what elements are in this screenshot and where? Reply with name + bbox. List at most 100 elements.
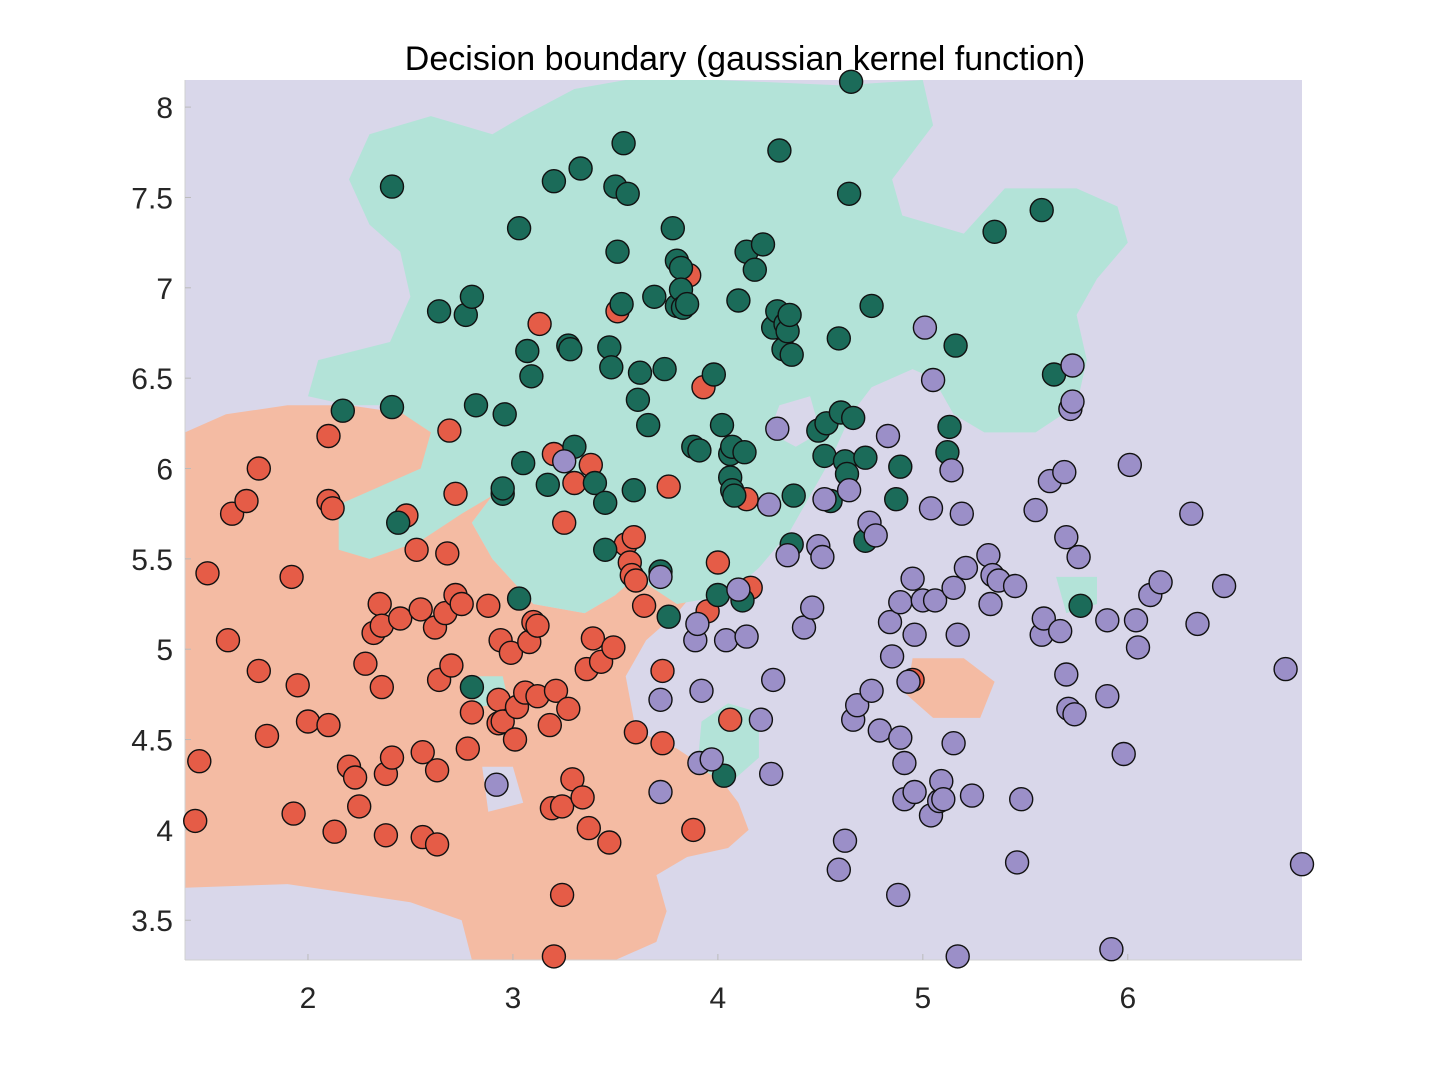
y-tick-label: 4.5 [131, 725, 173, 758]
point-class-3 [756, 492, 782, 517]
point-class-1 [621, 525, 646, 550]
x-tick-label: 5 [914, 982, 931, 1015]
point-class-3 [1047, 618, 1073, 644]
point-class-2 [668, 255, 694, 281]
point-class-1 [195, 561, 220, 586]
point-class-2 [558, 337, 583, 362]
point-class-3 [1009, 787, 1034, 812]
point-class-2 [625, 387, 651, 412]
point-class-2 [660, 215, 685, 241]
point-class-3 [945, 622, 970, 647]
point-class-2 [777, 302, 802, 328]
point-class-1 [322, 819, 347, 844]
point-class-1 [347, 794, 372, 819]
point-class-3 [1148, 570, 1173, 595]
point-class-2 [511, 450, 536, 476]
point-class-1 [424, 832, 450, 857]
point-class-3 [759, 761, 784, 787]
point-class-1 [541, 944, 567, 969]
point-class-2 [1068, 593, 1093, 618]
point-class-1 [316, 423, 341, 449]
point-class-2 [611, 130, 636, 156]
point-class-2 [750, 232, 776, 257]
point-class-1 [437, 418, 462, 443]
point-class-2 [386, 510, 411, 535]
point-class-1 [705, 550, 731, 575]
point-class-2 [379, 174, 405, 199]
x-tick-label: 3 [505, 982, 522, 1015]
point-class-3 [888, 725, 913, 750]
point-class-2 [459, 284, 485, 309]
point-class-3 [552, 449, 577, 474]
point-class-2 [687, 438, 712, 463]
point-class-1 [320, 496, 345, 521]
point-class-1 [187, 749, 212, 774]
point-class-2 [515, 338, 540, 364]
point-class-2 [492, 402, 517, 427]
point-class-1 [718, 707, 743, 732]
point-class-3 [836, 478, 862, 503]
point-class-3 [1052, 459, 1077, 485]
point-class-1 [367, 591, 392, 617]
plot-area [185, 80, 1302, 960]
point-class-3 [900, 566, 925, 591]
point-class-2 [732, 440, 757, 465]
point-class-3 [922, 588, 948, 613]
y-tick-label: 3.5 [131, 905, 173, 938]
point-class-2 [506, 215, 532, 241]
point-class-2 [593, 537, 618, 562]
point-class-3 [875, 423, 901, 449]
point-class-3 [1002, 573, 1028, 599]
point-class-3 [976, 543, 1001, 568]
point-class-3 [902, 779, 927, 805]
point-class-1 [443, 481, 468, 506]
point-class-1 [408, 597, 433, 622]
y-tick-label: 5 [156, 634, 173, 667]
point-class-1 [498, 640, 524, 665]
point-class-2 [767, 138, 792, 163]
point-class-3 [761, 667, 786, 693]
point-class-1 [650, 658, 675, 684]
point-class-1 [369, 674, 394, 700]
point-class-1 [623, 568, 649, 593]
point-class-2 [519, 364, 544, 389]
point-class-2 [982, 219, 1007, 245]
point-class-3 [1185, 611, 1210, 637]
x-tick-label: 4 [710, 982, 727, 1015]
point-class-3 [1289, 852, 1315, 877]
point-class-3 [713, 628, 739, 653]
point-class-3 [699, 747, 724, 772]
y-tick-label: 4 [156, 815, 173, 848]
point-class-3 [886, 882, 911, 908]
point-class-3 [949, 501, 974, 526]
point-class-1 [656, 474, 681, 499]
x-tick-label: 2 [300, 982, 317, 1015]
point-class-1 [597, 830, 622, 855]
y-tick-label: 6.5 [131, 363, 173, 396]
point-class-3 [726, 577, 751, 602]
point-class-2 [779, 342, 804, 367]
point-class-3 [810, 544, 835, 570]
point-class-1 [537, 712, 562, 738]
point-class-3 [1123, 608, 1149, 633]
point-class-1 [576, 815, 601, 841]
point-class-3 [1054, 662, 1079, 687]
point-class-3 [484, 772, 509, 797]
point-class-2 [726, 288, 751, 313]
point-class-1 [234, 488, 259, 514]
region-class-2-0 [308, 80, 1128, 614]
point-class-1 [549, 882, 575, 908]
point-class-2 [605, 239, 630, 264]
point-class-1 [316, 712, 341, 738]
point-class-3 [879, 644, 905, 669]
point-class-1 [295, 709, 321, 734]
point-class-3 [939, 458, 964, 483]
point-class-3 [1066, 544, 1091, 570]
point-class-1 [435, 541, 460, 566]
point-class-2 [674, 291, 700, 317]
point-class-3 [859, 678, 884, 703]
point-class-2 [888, 454, 913, 479]
point-class-3 [1125, 635, 1151, 660]
point-class-3 [689, 678, 714, 703]
